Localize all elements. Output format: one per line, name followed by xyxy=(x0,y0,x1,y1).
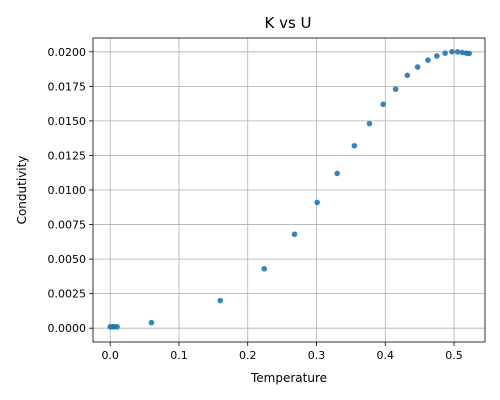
data-point xyxy=(291,231,298,238)
y-tick-label: 0.0025 xyxy=(48,288,87,301)
data-points xyxy=(107,49,472,330)
y-axis-ticks: 0.0000 0.0025 0.0050 0.0075 0.0100 0.0125 0.01… xyxy=(48,46,93,335)
x-axis-label: Temperature xyxy=(250,371,327,385)
grid xyxy=(93,38,485,342)
data-point xyxy=(217,297,224,304)
data-point xyxy=(314,199,320,206)
y-tick-label: 0.0125 xyxy=(48,149,87,162)
data-point xyxy=(380,101,387,108)
data-point xyxy=(466,50,472,57)
data-point xyxy=(449,49,455,55)
data-point xyxy=(392,86,399,92)
y-tick-label: 0.0075 xyxy=(48,219,87,232)
y-tick-label: 0.0000 xyxy=(48,322,87,335)
data-point xyxy=(334,170,340,177)
x-tick-label: 0.1 xyxy=(170,349,188,362)
data-point xyxy=(404,72,411,79)
data-point xyxy=(434,53,440,59)
data-point xyxy=(454,49,461,55)
x-tick-label: 0.4 xyxy=(377,349,395,362)
data-point xyxy=(442,50,448,56)
data-point xyxy=(148,319,155,326)
y-tick-label: 0.0100 xyxy=(48,184,87,197)
data-point xyxy=(414,64,421,70)
chart-title: K vs U xyxy=(264,14,311,32)
data-point xyxy=(366,120,373,127)
y-tick-label: 0.0050 xyxy=(48,253,87,266)
x-tick-label: 0.5 xyxy=(445,349,463,362)
y-tick-label: 0.0150 xyxy=(48,115,87,128)
y-axis-label: Condutivity xyxy=(15,156,29,225)
y-tick-label: 0.0175 xyxy=(48,80,87,93)
data-point xyxy=(114,324,120,330)
x-tick-label: 0.2 xyxy=(239,349,257,362)
data-point xyxy=(459,49,466,56)
data-point xyxy=(425,57,431,63)
y-tick-label: 0.0200 xyxy=(48,46,87,59)
x-tick-label: 0.0 xyxy=(101,349,119,362)
data-point xyxy=(351,142,358,149)
x-axis-ticks: 0.0 0.1 0.2 0.3 0.4 0.5 xyxy=(101,342,463,362)
x-tick-label: 0.3 xyxy=(308,349,326,362)
data-point xyxy=(261,265,268,272)
